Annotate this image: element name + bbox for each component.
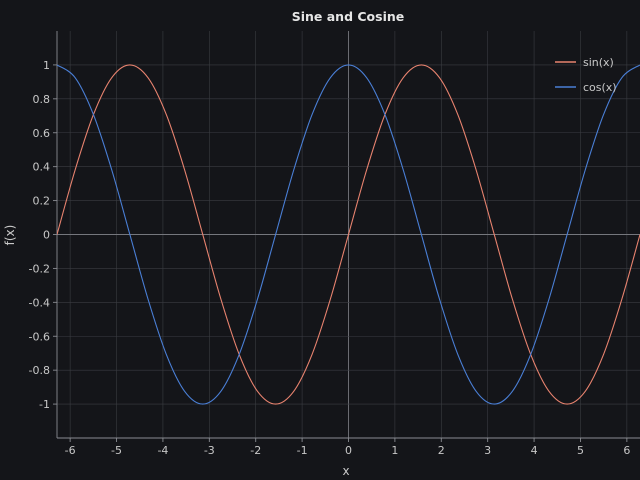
series-line-cosx <box>57 64 640 405</box>
x-tick-label: -1 <box>297 444 308 457</box>
series-line-sinx <box>57 64 640 405</box>
legend: sin(x) cos(x) <box>555 56 617 94</box>
y-tick-label: -1 <box>39 398 50 411</box>
grid <box>57 31 640 438</box>
x-tick-label: 3 <box>484 444 491 457</box>
x-tick-label: -2 <box>250 444 261 457</box>
y-tick-label: 0.6 <box>33 127 51 140</box>
x-tick-label: -5 <box>111 444 122 457</box>
y-tick-label: -0.6 <box>29 330 50 343</box>
x-tick-label: 0 <box>345 444 352 457</box>
x-axis-label: x <box>342 464 349 478</box>
x-tick-label: 6 <box>623 444 630 457</box>
x-tick-label: 2 <box>438 444 445 457</box>
chart-title: Sine and Cosine <box>292 9 405 24</box>
y-tick-label: 0 <box>43 229 50 242</box>
tick-labels: -6 -5 -4 -3 -2 -1 0 1 2 3 4 5 6 -1 -0.8 -0.6 -0.4 -0.2 0 0.… <box>29 59 631 457</box>
y-tick-label: 0.8 <box>33 93 51 106</box>
y-tick-label: -0.8 <box>29 364 50 377</box>
x-tick-label: 1 <box>391 444 398 457</box>
legend-label: cos(x) <box>583 81 617 94</box>
x-tick-label: -6 <box>65 444 76 457</box>
y-tick-label: 0.2 <box>33 195 51 208</box>
x-tick-label: -3 <box>204 444 215 457</box>
x-tick-label: -4 <box>157 444 168 457</box>
plot-series <box>57 64 640 405</box>
y-tick-label: -0.4 <box>29 296 50 309</box>
x-tick-label: 5 <box>577 444 584 457</box>
y-tick-label: -0.2 <box>29 262 50 275</box>
y-tick-label: 0.4 <box>33 161 51 174</box>
legend-label: sin(x) <box>583 56 614 69</box>
x-tick-label: 4 <box>531 444 538 457</box>
y-axis-label: f(x) <box>3 225 17 246</box>
y-tick-label: 1 <box>43 59 50 72</box>
